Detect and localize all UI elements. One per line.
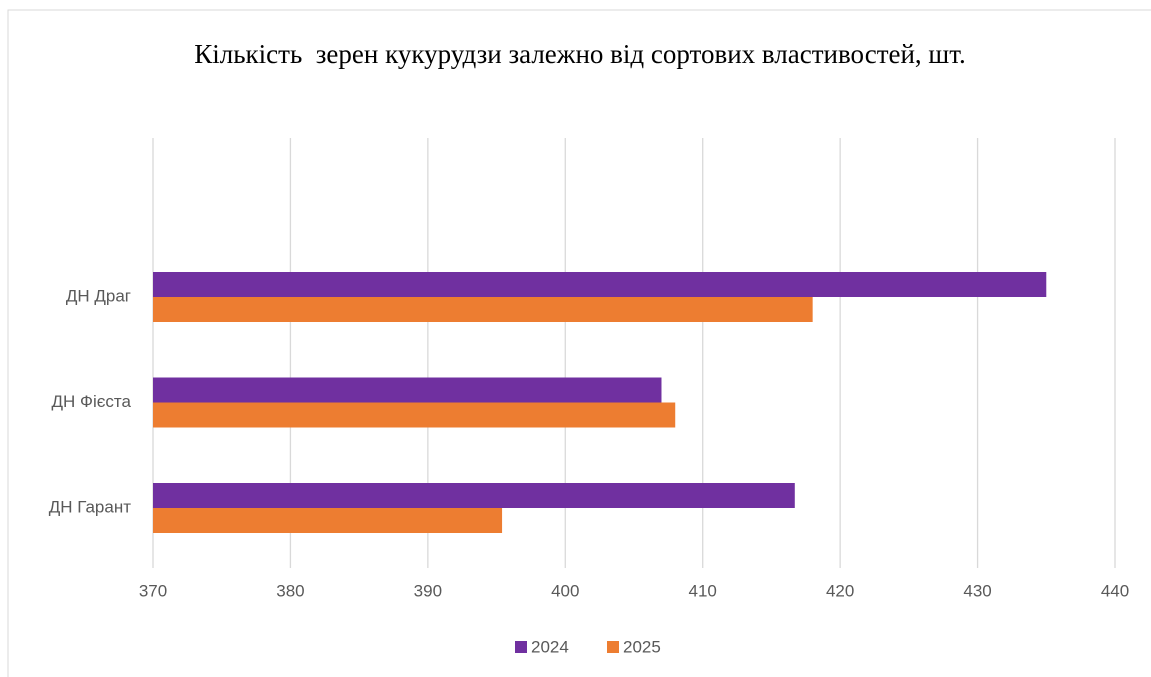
- y-tick-label: ДН Фієста: [52, 392, 132, 411]
- bar: [153, 377, 662, 403]
- chart-border: [7, 9, 1151, 677]
- x-tick-label: 420: [826, 581, 854, 600]
- x-tick-label: 380: [276, 581, 304, 600]
- bar: [153, 483, 795, 508]
- x-tick-label: 400: [551, 581, 579, 600]
- legend-swatch: [515, 641, 527, 653]
- bar: [153, 402, 676, 428]
- x-tick-label: 440: [1101, 581, 1129, 600]
- y-tick-label: ДН Драг: [66, 286, 131, 305]
- legend-swatch: [607, 641, 619, 653]
- x-tick-label: 410: [689, 581, 717, 600]
- bar: [153, 508, 503, 533]
- x-tick-label: 430: [963, 581, 991, 600]
- chart-title: Кількість зерен кукурудзи залежно від со…: [194, 39, 966, 69]
- bar: [153, 297, 813, 322]
- x-tick-label: 370: [139, 581, 167, 600]
- bar: [153, 272, 1047, 297]
- x-tick-label: 390: [414, 581, 442, 600]
- legend-label: 2025: [623, 637, 661, 656]
- y-tick-label: ДН Гарант: [49, 497, 132, 516]
- legend-label: 2024: [531, 637, 569, 656]
